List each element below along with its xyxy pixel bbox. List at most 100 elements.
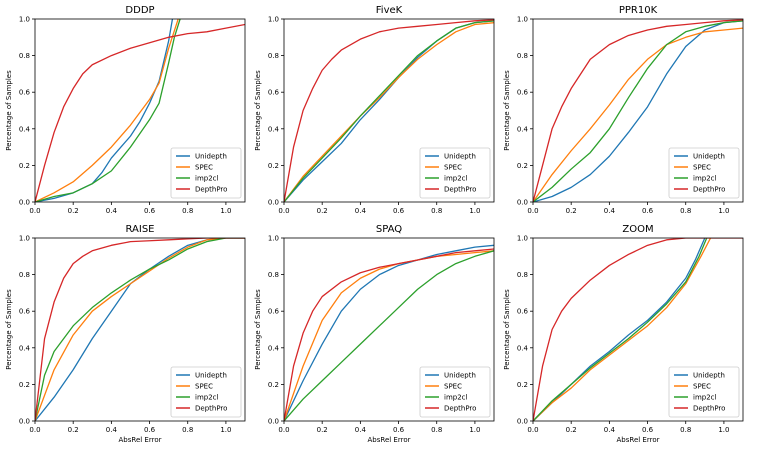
y-tick-label: 0.8 <box>268 271 279 279</box>
series-line-unidepth <box>533 20 743 202</box>
axes-frame <box>283 18 495 203</box>
y-tick-label: 0.2 <box>268 162 279 170</box>
x-tick-label: 0.0 <box>527 207 538 215</box>
series-line-imp2cl <box>284 20 494 202</box>
y-tick-label: 0.0 <box>19 199 30 207</box>
legend-label-unidepth: Unidepth <box>444 372 476 380</box>
legend-label-imp2cl: imp2cl <box>444 394 468 402</box>
legend-box <box>668 366 740 418</box>
x-tick-label: 0.6 <box>144 207 156 215</box>
series-line-depthpro <box>533 238 743 421</box>
y-tick-label: 0.2 <box>19 381 30 389</box>
y-tick-label: 0.6 <box>517 89 529 97</box>
x-tick-label: 0.2 <box>317 426 328 434</box>
x-tick-label: 0.0 <box>527 426 538 434</box>
axes-frame <box>532 237 744 422</box>
series-line-spec <box>533 238 712 421</box>
chart-panel-dddp: DDDP 0.0 0.2 0.4 0.6 0.8 1.0 0.0 0.2 0.4 0.6 0.8 1.0… <box>5 5 246 215</box>
legend-label-imp2cl: imp2cl <box>693 394 717 402</box>
legend-label-depthpro: DepthPro <box>195 405 227 413</box>
y-tick-label: 0.6 <box>517 308 529 316</box>
series-line-imp2cl <box>533 238 708 421</box>
legend-box <box>170 366 242 418</box>
y-tick-label: 0.2 <box>517 381 528 389</box>
x-tick-label: 0.6 <box>642 426 654 434</box>
legend-label-depthpro: DepthPro <box>444 405 476 413</box>
y-tick-label: 0.8 <box>268 52 279 60</box>
legend-label-depthpro: DepthPro <box>693 186 725 194</box>
legend-label-unidepth: Unidepth <box>444 153 476 161</box>
series-line-spec <box>35 19 179 202</box>
y-tick-label: 0.0 <box>517 418 528 426</box>
series-line-imp2cl <box>35 19 181 202</box>
x-tick-label: 0.2 <box>566 207 577 215</box>
x-tick-label: 0.6 <box>144 426 156 434</box>
legend-box <box>170 147 242 199</box>
series-line-unidepth <box>35 19 174 202</box>
x-axis-label: AbsRel Error <box>119 436 162 444</box>
legend-label-spec: SPEC <box>195 383 213 391</box>
series-line-spec <box>35 238 245 421</box>
y-axis-label: Percentage of Samples <box>254 289 262 370</box>
y-tick-label: 0.0 <box>268 418 279 426</box>
x-tick-label: 0.8 <box>431 426 442 434</box>
y-tick-label: 0.4 <box>517 344 529 352</box>
chart-panel-ppr10k: PPR10K 0.0 0.2 0.4 0.6 0.8 1.0 0.0 0.2 0.4 0.6 0.8 1… <box>503 5 744 215</box>
series-lines <box>284 19 494 202</box>
axes-frame <box>34 18 246 203</box>
x-tick-label: 1.0 <box>718 207 729 215</box>
x-tick-label: 0.6 <box>642 207 654 215</box>
series-line-spec <box>284 250 494 421</box>
y-tick-label: 0.2 <box>268 381 279 389</box>
y-tick-label: 0.2 <box>19 162 30 170</box>
x-tick-label: 0.8 <box>182 426 193 434</box>
series-lines <box>35 238 245 421</box>
y-tick-label: 0.4 <box>19 125 31 133</box>
x-tick-label: 0.2 <box>68 207 79 215</box>
y-tick-label: 1.0 <box>268 16 279 24</box>
x-axis-label: AbsRel Error <box>617 436 660 444</box>
x-tick-label: 0.0 <box>29 207 40 215</box>
chart-title: SPAQ <box>376 224 402 235</box>
legend: Unidepth SPEC imp2cl DepthPro <box>170 147 242 199</box>
series-lines <box>35 19 245 202</box>
legend-box <box>419 366 491 418</box>
x-tick-label: 0.4 <box>106 207 118 215</box>
legend-label-depthpro: DepthPro <box>693 405 725 413</box>
legend-box <box>419 147 491 199</box>
x-tick-label: 0.8 <box>431 207 442 215</box>
chart-panel-zoom: ZOOM 0.0 0.2 0.4 0.6 0.8 1.0 0.0 0.2 0.4 0.6 0.8 1.0… <box>503 224 744 444</box>
y-tick-label: 0.6 <box>268 308 280 316</box>
chart-title: DDDP <box>125 5 154 16</box>
chart-title: PPR10K <box>619 5 658 16</box>
x-tick-label: 0.8 <box>680 426 691 434</box>
legend-label-spec: SPEC <box>195 164 213 172</box>
chart-title: ZOOM <box>622 224 653 235</box>
series-line-imp2cl <box>35 238 245 421</box>
y-tick-label: 0.4 <box>517 125 529 133</box>
legend-label-imp2cl: imp2cl <box>195 175 219 183</box>
x-tick-label: 0.2 <box>317 207 328 215</box>
series-lines <box>533 19 743 202</box>
legend-label-imp2cl: imp2cl <box>444 175 468 183</box>
legend-label-unidepth: Unidepth <box>195 153 227 161</box>
y-axis-label: Percentage of Samples <box>503 70 511 151</box>
series-line-depthpro <box>35 238 245 421</box>
y-tick-label: 0.4 <box>268 344 280 352</box>
series-line-imp2cl <box>533 20 743 202</box>
y-tick-label: 0.8 <box>19 52 30 60</box>
legend-label-depthpro: DepthPro <box>444 186 476 194</box>
series-line-depthpro <box>284 19 494 202</box>
y-tick-label: 0.6 <box>268 89 280 97</box>
legend-label-unidepth: Unidepth <box>693 372 725 380</box>
x-tick-label: 0.6 <box>393 426 405 434</box>
y-tick-label: 1.0 <box>268 235 279 243</box>
x-tick-label: 1.0 <box>718 426 729 434</box>
legend: Unidepth SPEC imp2cl DepthPro <box>170 366 242 418</box>
x-axis-label: AbsRel Error <box>368 436 411 444</box>
y-axis-label: Percentage of Samples <box>5 70 13 151</box>
x-tick-label: 1.0 <box>469 426 480 434</box>
chart-panel-fivek: FiveK 0.0 0.2 0.4 0.6 0.8 1.0 0.0 0.2 0.4 0.6 0.8 1.… <box>254 5 495 215</box>
legend-label-spec: SPEC <box>693 164 711 172</box>
